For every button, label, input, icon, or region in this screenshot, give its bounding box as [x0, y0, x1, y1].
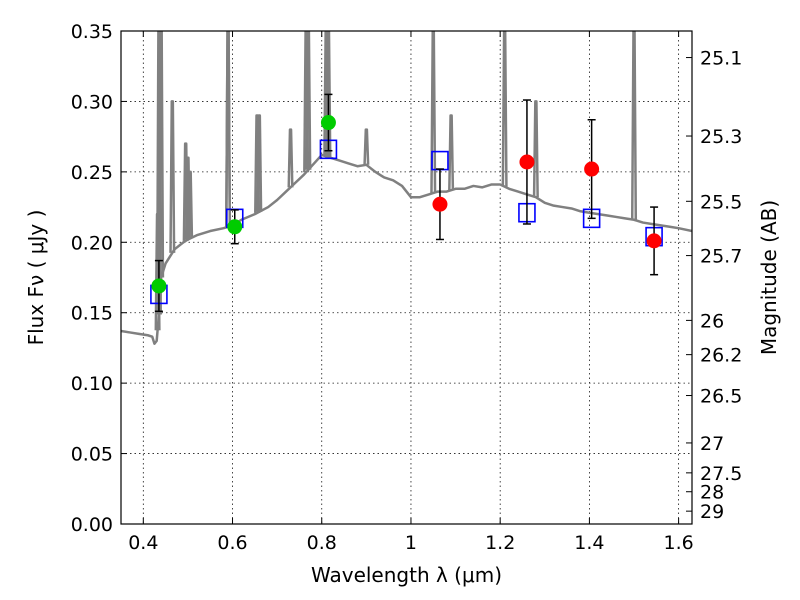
- y2-tick-label: 25.1: [700, 48, 742, 70]
- y2-tick-label: 26: [700, 310, 724, 332]
- y-tick-label: 0.35: [71, 21, 113, 43]
- x-tick-label: 0.8: [307, 532, 337, 554]
- y2-tick-label: 26.2: [700, 345, 742, 367]
- y-tick-label: 0.05: [71, 444, 113, 466]
- y2-tick-label: 27: [700, 433, 724, 455]
- y-tick-label: 0.10: [71, 373, 113, 395]
- plot-area: [121, 31, 692, 345]
- emission-line: [363, 128, 370, 165]
- optical-data-point: [320, 115, 336, 131]
- emission-line: [305, 31, 312, 170]
- y-tick-label: 0.30: [71, 91, 113, 113]
- emission-line: [501, 31, 508, 187]
- nir-data-point: [646, 233, 662, 249]
- nir-data-point: [432, 196, 448, 212]
- x-tick-label: 1: [405, 532, 417, 554]
- y-tick-label: 0.20: [71, 232, 113, 254]
- x-tick-label: 1.6: [664, 532, 694, 554]
- emission-line: [158, 31, 165, 278]
- y2-tick-label: 25.5: [700, 191, 742, 213]
- x-tick-label: 1.2: [485, 532, 515, 554]
- y2-tick-label: 26.5: [700, 386, 742, 408]
- emission-line: [532, 100, 539, 198]
- y2-tick-label: 28: [700, 482, 724, 504]
- nir-data-point: [584, 161, 600, 177]
- emission-line: [630, 31, 638, 220]
- emission-line: [287, 128, 294, 188]
- y2-axis-label: Magnitude (AB): [757, 200, 781, 355]
- emission-line: [430, 31, 437, 193]
- optical-data-point: [151, 278, 167, 294]
- y-tick-label: 0.25: [71, 162, 113, 184]
- optical-data-point: [227, 219, 243, 235]
- grid-lines: [121, 30, 692, 525]
- y2-tick-label: 25.7: [700, 246, 742, 268]
- y-tick-label: 0.15: [71, 303, 113, 325]
- y2-tick-label: 29: [700, 501, 724, 523]
- emission-line: [256, 114, 263, 212]
- emission-line: [225, 31, 232, 227]
- emission-line: [187, 170, 194, 239]
- x-tick-label: 1.4: [574, 532, 604, 554]
- emission-line: [169, 100, 176, 253]
- emission-line: [448, 114, 455, 191]
- x-tick-label: 0.4: [128, 532, 158, 554]
- x-axis-label: Wavelength λ (μm): [311, 563, 502, 587]
- model-sed-line: [121, 153, 692, 345]
- y-tick-label: 0.00: [71, 514, 113, 536]
- y-axis-label: Flux Fν ( μJy ): [24, 210, 48, 346]
- y2-tick-label: 25.3: [700, 126, 742, 148]
- axis-ticks: 0.4 0.6 0.8 1 1.2 1.4 1.6 0.00 0.05 0.10 0.15 0.20 0…: [71, 21, 743, 554]
- nir-data-point: [519, 154, 535, 170]
- y2-tick-label: 27.5: [700, 463, 742, 485]
- plot-frame: [120, 30, 693, 525]
- x-tick-label: 0.6: [217, 532, 247, 554]
